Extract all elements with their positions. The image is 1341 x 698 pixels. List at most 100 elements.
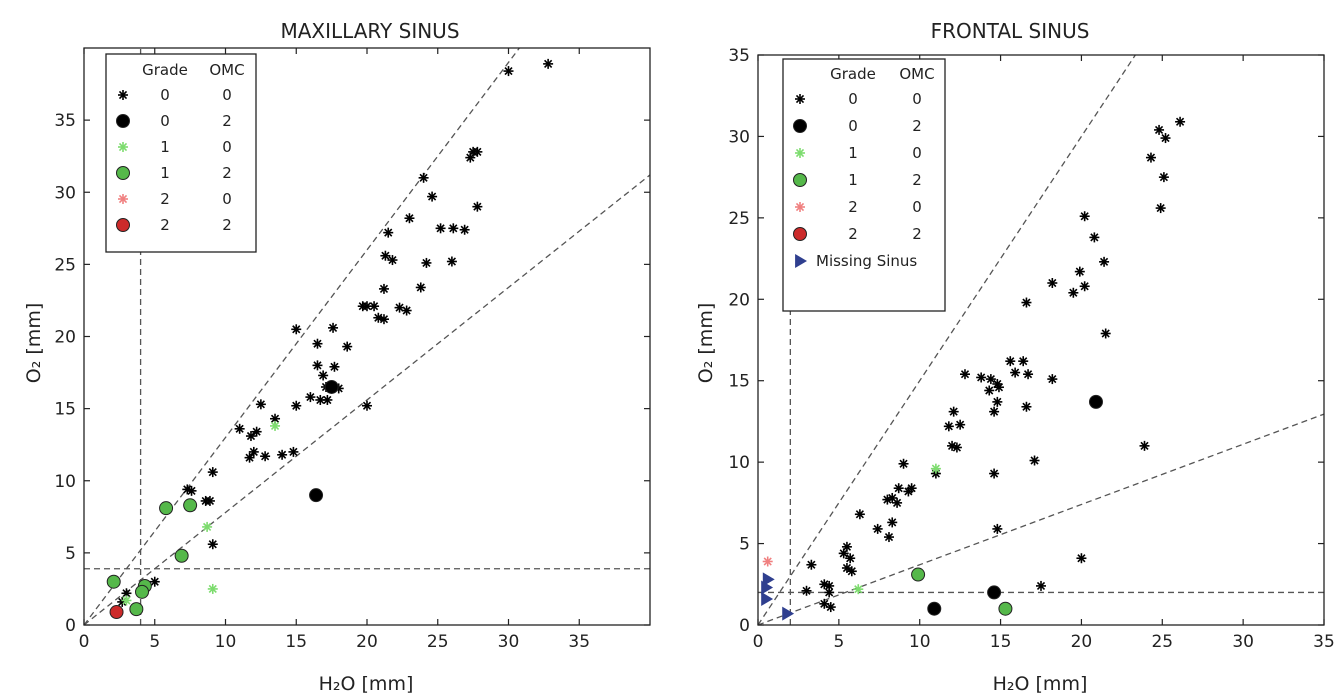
frontal-point [1047,374,1058,385]
frontal-point [882,494,893,505]
maxillary-point [418,172,429,183]
maxillary-point [109,605,124,620]
frontal-point [782,606,795,621]
maxillary-point [291,324,302,335]
maxillary-point [248,446,259,457]
frontal-point [992,523,1003,534]
frontal-point [1175,116,1186,127]
frontal-point [1079,281,1090,292]
frontal-ytick-label: 10 [728,453,750,473]
frontal-ytick-label: 20 [728,290,750,310]
frontal-point [1021,297,1032,308]
frontal-point [845,553,856,564]
maxillary-point [305,392,316,403]
maxillary-legend-rows: 0 0 0 2 1 0 1 2 2 0 2 2 [116,86,232,234]
frontal-legend-marker [795,254,807,268]
maxillary-point [543,58,554,69]
frontal-legend-omc: 0 [912,198,922,216]
maxillary-point [318,370,329,381]
maxillary-point [378,314,389,325]
maxillary-legend-grade: 2 [160,190,170,208]
maxillary-xtick-label: 25 [427,632,449,652]
frontal-point [987,585,1002,600]
frontal-point [825,602,836,613]
maxillary-legend-marker [116,166,130,180]
frontal-point [762,556,773,567]
frontal-legend-box [782,58,946,312]
frontal-ytick-label: 25 [728,209,750,229]
maxillary-xtick-label: 35 [568,632,590,652]
frontal-legend-omc: 0 [912,144,922,162]
frontal-point [989,468,1000,479]
frontal-point [1145,152,1156,163]
maxillary-point [234,423,245,434]
frontal-xtick-label: 5 [833,632,844,652]
maxillary-points [106,58,554,620]
maxillary-point [404,213,415,224]
maxillary-xtick-label: 30 [498,632,520,652]
maxillary-point [277,449,288,460]
frontal-point [955,419,966,430]
maxillary-legend-box [105,53,257,253]
maxillary-ytick-label: 30 [54,183,76,203]
maxillary-point [315,394,326,405]
maxillary-point [149,576,160,587]
frontal-point [854,509,865,520]
maxillary-point [207,583,218,594]
frontal-xtick-label: 25 [1151,632,1173,652]
frontal-legend-omc-header: OMC [899,65,934,83]
maxillary-point [309,488,324,503]
maxillary-point [329,361,340,372]
maxillary-point [312,360,323,371]
frontal-point [1154,124,1165,135]
frontal-point [872,523,883,534]
frontal-legend-marker [795,94,805,104]
maxillary-point [342,341,353,352]
maxillary-ytick-label: 10 [54,472,76,492]
maxillary-point [182,484,193,495]
maxillary-legend-grade: 1 [160,138,170,156]
frontal-legend-omc: 2 [912,225,922,243]
frontal-point [1079,211,1090,222]
frontal-point [1036,580,1046,591]
maxillary-point [183,498,198,513]
frontal-point [761,580,774,595]
maxillary-legend-omc: 0 [222,86,232,104]
frontal-point [903,486,914,497]
frontal-point [1076,553,1087,564]
maxillary-point [357,301,368,312]
maxillary-ytick-label: 0 [65,616,76,636]
frontal-ytick-label: 15 [728,372,750,392]
frontal-xlabel: H₂O [mm] [993,673,1088,695]
frontal-point [1160,133,1171,144]
frontal-xtick-label: 0 [753,632,764,652]
maxillary-ratio-line-1 [83,47,520,626]
frontal-point [1139,440,1150,451]
maxillary-legend-omc: 0 [222,190,232,208]
frontal-point [1068,287,1079,298]
frontal-points [761,116,1186,621]
frontal-legend-grade: 0 [848,90,858,108]
maxillary-point [159,501,174,516]
maxillary-point [204,495,215,506]
frontal-point [883,532,894,543]
maxillary-xtick-label: 15 [285,632,307,652]
maxillary-point [207,539,218,550]
maxillary-point [324,379,339,394]
maxillary-legend-marker [118,90,128,100]
maxillary-point [415,282,426,293]
maxillary-point [207,467,218,478]
maxillary-point [288,446,299,457]
frontal-point [930,463,941,474]
maxillary-point [421,257,432,268]
frontal-point [846,566,857,577]
maxillary-point [448,223,459,234]
maxillary-xlabel: H₂O [mm] [319,673,414,695]
maxillary-legend-omc: 2 [222,216,232,234]
frontal-legend: Grade OMC 0 0 0 2 1 0 1 2 2 0 2 2 Missing Sinus [782,58,946,312]
frontal-legend-grade-header: Grade [830,65,876,83]
frontal-point [806,559,817,570]
maxillary-point [328,322,339,333]
maxillary-point [135,584,150,599]
